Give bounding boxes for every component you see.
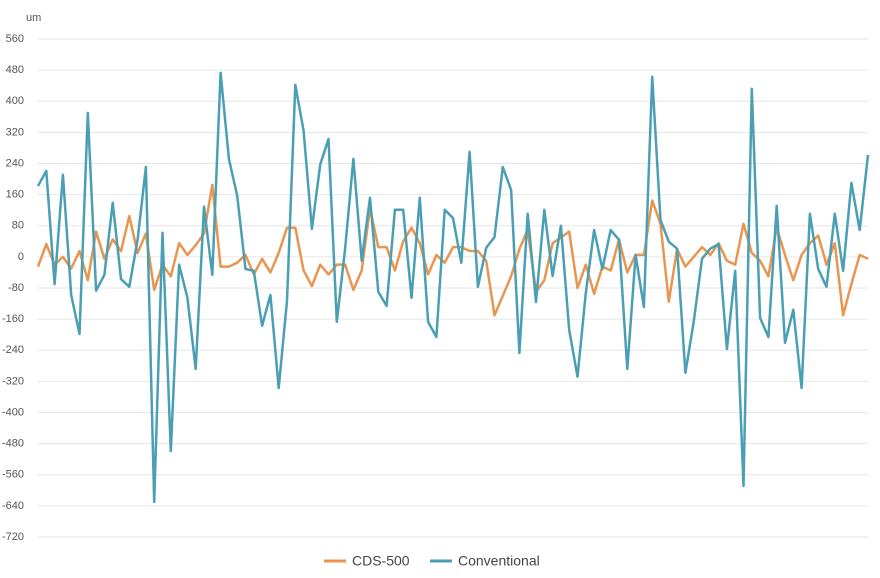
y-tick-label: 560 [6,33,24,45]
series-line [36,183,869,317]
legend: CDS-500 Conventional [324,553,540,569]
y-tick-label: -240 [2,344,24,356]
y-tick-label: -80 [8,282,24,294]
y-tick-label: -720 [2,531,24,543]
y-tick-label: 0 [18,251,24,263]
y-tick-label: 320 [6,126,24,138]
y-tick-label: 480 [6,64,24,76]
legend-label: Conventional [458,553,540,569]
y-tick-label: -480 [2,438,24,450]
y-axis-label: um [26,12,41,24]
y-tick-label: 400 [6,95,24,107]
y-tick-label: -640 [2,500,24,512]
y-tick-label: -400 [2,406,24,418]
y-tick-label: -560 [2,469,24,481]
y-tick-label: 240 [6,157,24,169]
y-tick-label: 160 [6,189,24,201]
y-tick-label: -160 [2,313,24,325]
series-line [36,71,870,504]
y-tick-label: -320 [2,375,24,387]
legend-label: CDS-500 [352,553,410,569]
y-tick-label: 80 [12,220,24,232]
